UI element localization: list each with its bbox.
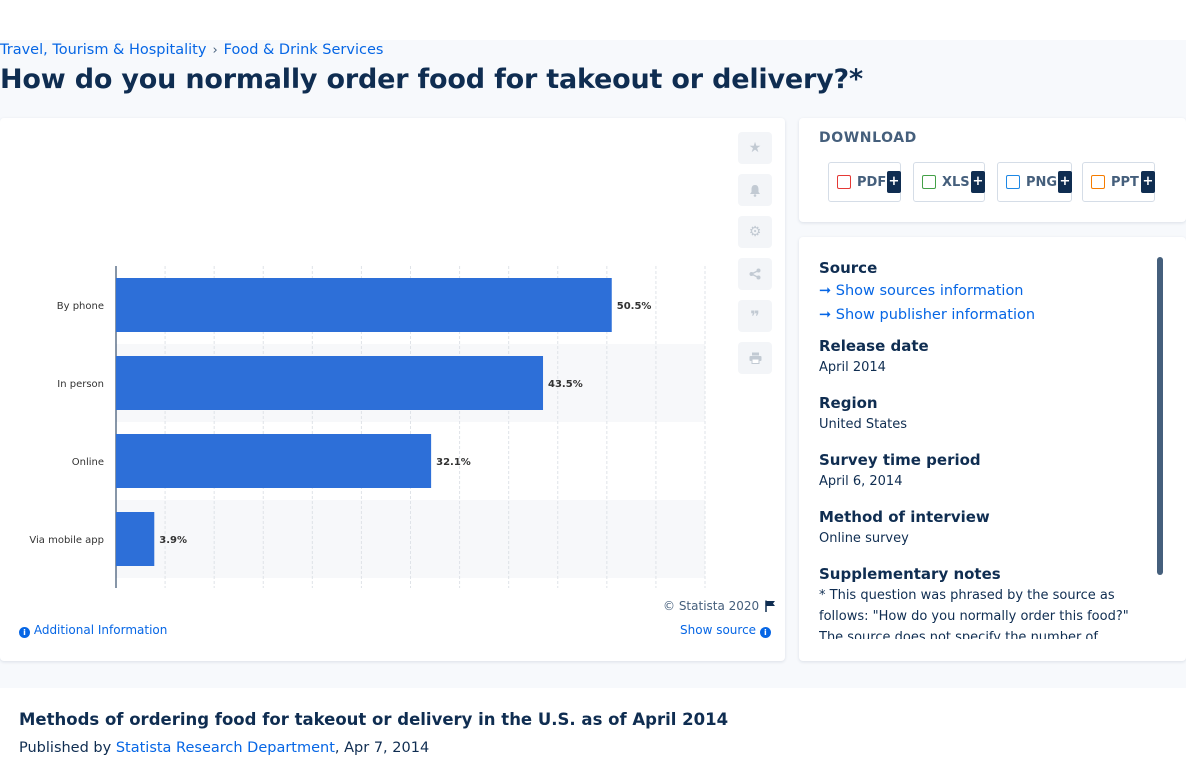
additional-information-link[interactable]: i Additional Information: [19, 623, 167, 638]
star-icon: ★: [748, 140, 762, 156]
bar-online: [116, 434, 432, 488]
plus-icon: +: [1141, 171, 1155, 193]
supplementary-notes-heading: Supplementary notes: [819, 565, 1001, 583]
published-by: Published by Statista Research Departmen…: [19, 740, 429, 756]
survey-period-value: April 6, 2014: [819, 474, 903, 489]
arrow-right-icon: ➞: [819, 307, 836, 323]
settings-button[interactable]: ⚙: [738, 216, 772, 248]
top-bar: [0, 0, 1186, 40]
print-button[interactable]: [738, 342, 772, 374]
supplementary-notes-value: * This question was phrased by the sourc…: [819, 588, 1129, 639]
publisher-link[interactable]: Statista Research Department: [115, 740, 335, 756]
plus-icon: +: [887, 171, 901, 193]
notification-button[interactable]: [738, 174, 772, 206]
breadcrumb-item-travel[interactable]: Travel, Tourism & Hospitality: [0, 42, 207, 58]
bell-icon: [750, 184, 760, 197]
breadcrumb-item-food-drink[interactable]: Food & Drink Services: [223, 42, 384, 58]
quote-icon: ❞: [750, 306, 760, 326]
copyright-note: © Statista 2020: [663, 599, 776, 613]
chart-toolbar: ★ ⚙ ❞: [738, 132, 772, 374]
bar-chart: 50.5% By phone 43.5% In person 32.1% Online 3.…: [29, 266, 706, 588]
download-pdf-label: PDF: [857, 174, 887, 190]
print-icon: [749, 352, 761, 364]
category-label: Online: [72, 457, 104, 468]
download-xls-label: XLS: [942, 174, 970, 190]
data-label: 3.9%: [159, 535, 187, 546]
pdf-file-icon: [837, 175, 851, 189]
download-ppt-label: PPT: [1111, 174, 1139, 190]
statistic-summary: Methods of ordering food for takeout or …: [0, 688, 1186, 760]
download-png-button[interactable]: PNG +: [997, 162, 1072, 202]
gear-icon: ⚙: [748, 224, 762, 240]
scrollbar[interactable]: [1157, 257, 1163, 575]
share-icon: [749, 268, 761, 280]
ppt-file-icon: [1091, 175, 1105, 189]
breadcrumb-separator: ›: [212, 42, 218, 58]
details-scroll-area[interactable]: Source ➞ Show sources information ➞ Show…: [819, 259, 1139, 639]
data-label: 50.5%: [617, 301, 652, 312]
download-png-label: PNG: [1026, 174, 1058, 190]
breadcrumb: Travel, Tourism & Hospitality › Food & D…: [0, 42, 383, 58]
show-sources-link[interactable]: ➞ Show sources information: [819, 279, 1139, 303]
source-heading: Source: [819, 259, 878, 277]
chart-card: 50.5% By phone 43.5% In person 32.1% Online 3.…: [0, 118, 785, 661]
info-icon: i: [19, 627, 30, 638]
download-title: DOWNLOAD: [819, 130, 917, 146]
interview-method-heading: Method of interview: [819, 508, 990, 526]
share-button[interactable]: [738, 258, 772, 290]
additional-information-label: Additional Information: [33, 623, 168, 637]
release-date-heading: Release date: [819, 337, 929, 355]
show-publisher-link[interactable]: ➞ Show publisher information: [819, 303, 1139, 327]
arrow-right-icon: ➞: [819, 283, 836, 299]
plus-icon: +: [1058, 171, 1072, 193]
category-label: By phone: [57, 301, 104, 312]
survey-period-heading: Survey time period: [819, 451, 981, 469]
data-label: 32.1%: [436, 457, 471, 468]
region-heading: Region: [819, 394, 878, 412]
interview-method-value: Online survey: [819, 531, 909, 546]
cite-button[interactable]: ❞: [738, 300, 772, 332]
published-date: , Apr 7, 2014: [334, 740, 430, 756]
region-value: United States: [819, 417, 908, 432]
category-label: In person: [57, 379, 104, 390]
bar-by-phone: [116, 278, 612, 332]
release-date-value: April 2014: [819, 360, 886, 375]
show-publisher-label: Show publisher information: [835, 307, 1036, 323]
flag-icon[interactable]: [765, 600, 776, 612]
category-label: Via mobile app: [29, 535, 104, 546]
download-panel: DOWNLOAD PDF + XLS + PNG + PPT +: [799, 118, 1186, 222]
statistic-title: Methods of ordering food for takeout or …: [19, 710, 729, 729]
download-pdf-button[interactable]: PDF +: [828, 162, 901, 202]
show-source-label: Show source: [680, 623, 757, 637]
download-ppt-button[interactable]: PPT +: [1082, 162, 1155, 202]
plus-icon: +: [971, 171, 985, 193]
data-label: 43.5%: [548, 379, 583, 390]
bar-via-mobile-app: [116, 512, 155, 566]
statistic-details-panel: Source ➞ Show sources information ➞ Show…: [799, 237, 1186, 661]
published-prefix: Published by: [19, 740, 112, 756]
info-icon: i: [759, 627, 771, 638]
bar-in-person: [116, 356, 544, 410]
xls-file-icon: [922, 175, 936, 189]
show-sources-label: Show sources information: [835, 283, 1024, 299]
page-title: How do you normally order food for takeo…: [0, 64, 863, 95]
favorite-button[interactable]: ★: [738, 132, 772, 164]
download-xls-button[interactable]: XLS +: [913, 162, 985, 202]
png-file-icon: [1006, 175, 1020, 189]
show-source-link[interactable]: Show source i: [680, 623, 771, 638]
copyright-text: © Statista 2020: [663, 599, 760, 613]
